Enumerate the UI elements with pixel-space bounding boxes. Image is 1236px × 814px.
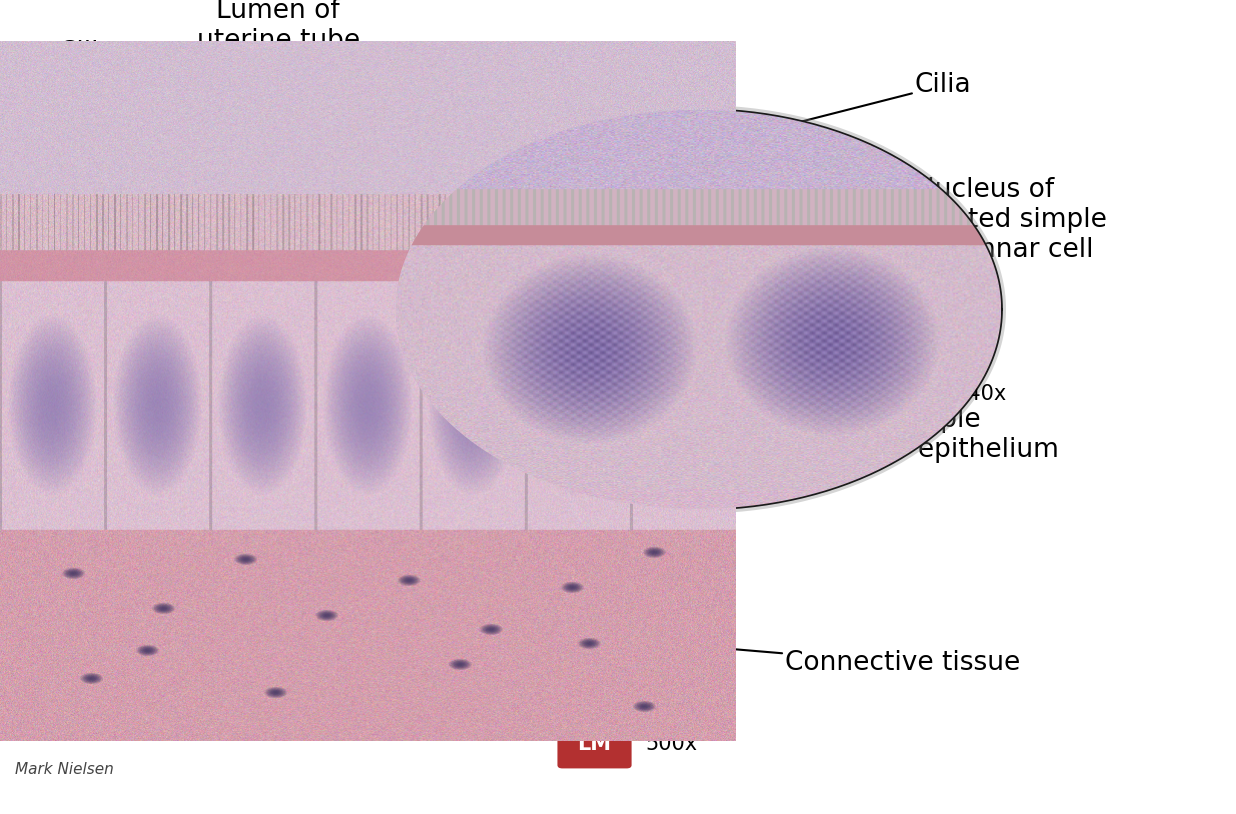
Text: Nucleus of
ciliated simple
columnar cell: Nucleus of ciliated simple columnar cell: [812, 177, 1106, 296]
Text: LM: LM: [886, 384, 921, 404]
FancyBboxPatch shape: [866, 370, 941, 418]
Text: Cilia: Cilia: [58, 40, 189, 125]
Text: Ciliated simple
columnar epithelium: Ciliated simple columnar epithelium: [664, 408, 1059, 463]
Text: Cilia: Cilia: [738, 72, 971, 138]
Text: 640x: 640x: [954, 384, 1006, 404]
FancyBboxPatch shape: [557, 720, 632, 768]
Text: 500x: 500x: [645, 734, 697, 754]
Text: Connective tissue: Connective tissue: [664, 643, 1020, 676]
Text: Mark Nielsen: Mark Nielsen: [15, 762, 114, 777]
Text: LM: LM: [577, 734, 612, 754]
Text: Lumen of
uterine tube: Lumen of uterine tube: [197, 0, 360, 112]
